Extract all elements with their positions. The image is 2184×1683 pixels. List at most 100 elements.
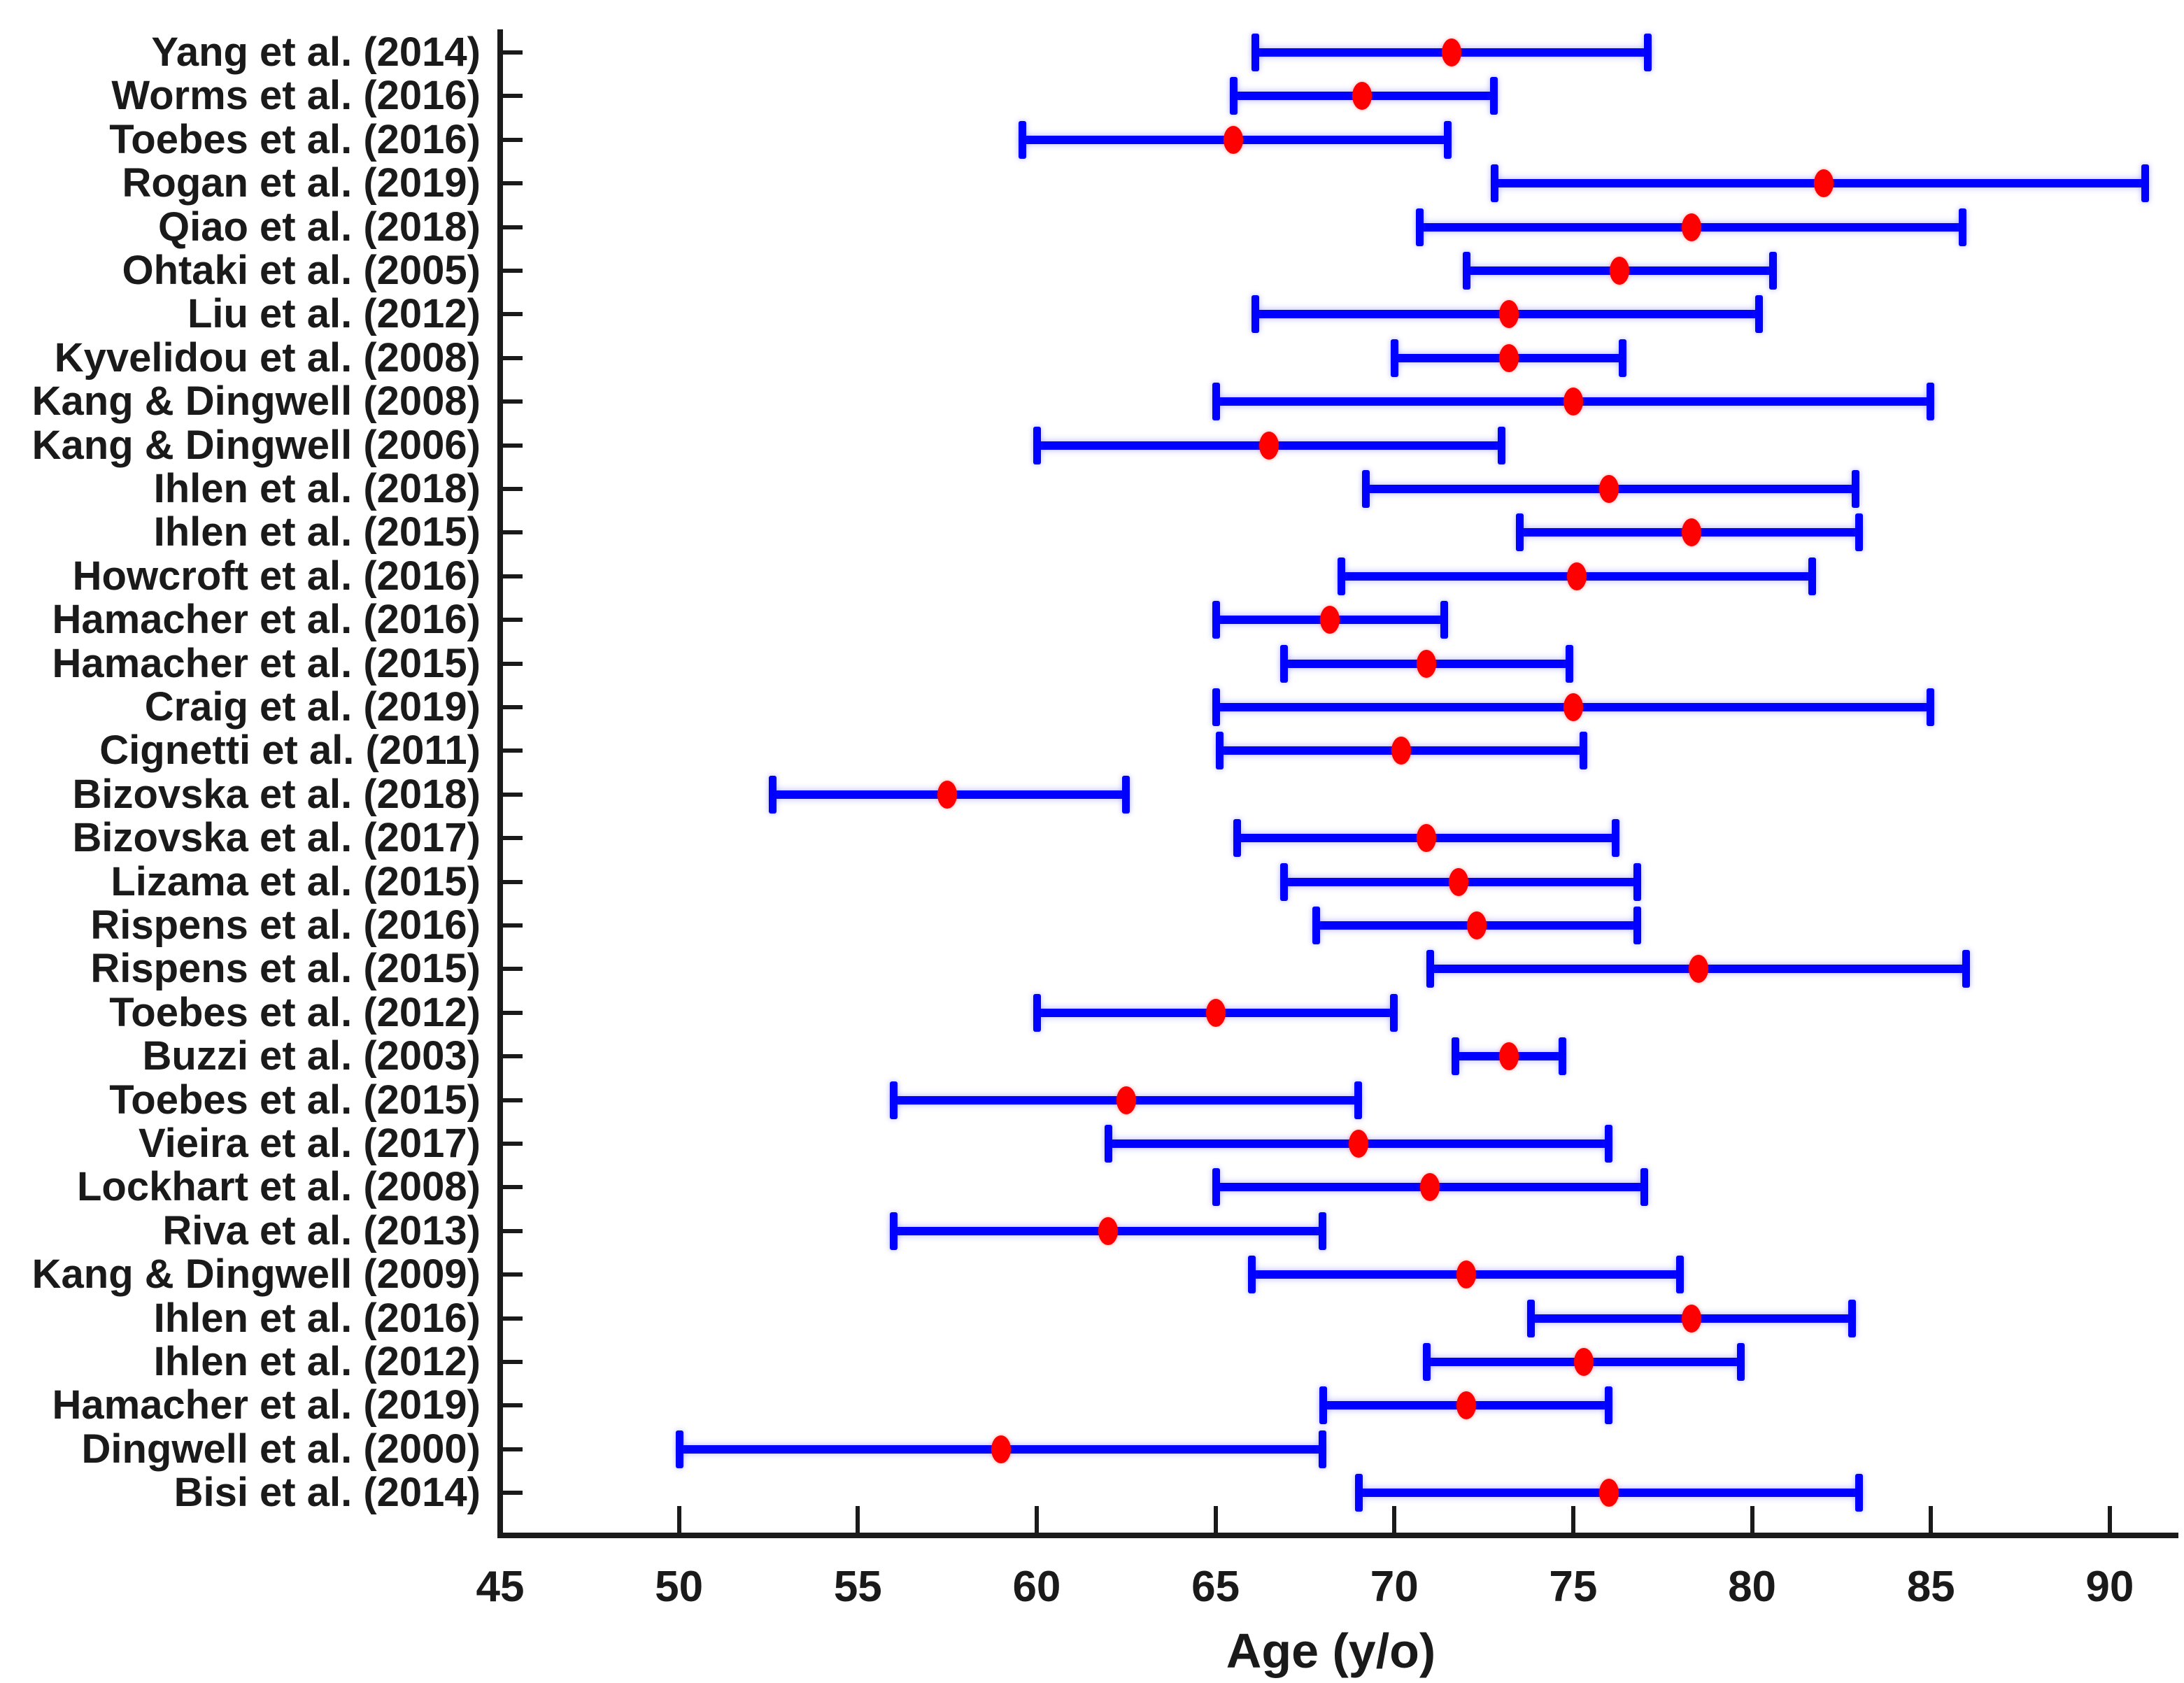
study-label: Hamacher et al. (2016)	[52, 597, 481, 643]
mean-marker	[1224, 125, 1244, 154]
error-bar-cap-right	[1612, 819, 1620, 858]
error-bar-cap-left	[1212, 1168, 1220, 1207]
x-tick	[1213, 1506, 1218, 1533]
error-bar-cap-right	[1644, 34, 1652, 71]
x-tick	[856, 1506, 860, 1533]
study-label: Cignetti et al. (2011)	[99, 727, 481, 774]
mean-marker	[1610, 257, 1630, 285]
error-bar-cap-right	[1605, 1386, 1613, 1425]
study-label: Worms et al. (2016)	[111, 73, 481, 119]
x-tick-label: 45	[476, 1563, 525, 1611]
error-bar-cap-left	[768, 775, 777, 814]
mean-marker	[1574, 1348, 1594, 1376]
mean-marker	[1466, 911, 1487, 939]
error-bar-cap-left	[1416, 208, 1424, 246]
x-tick-label: 90	[2085, 1563, 2134, 1611]
x-tick	[1570, 1506, 1575, 1533]
x-tick	[2107, 1506, 2112, 1533]
error-bar-cap-right	[1565, 644, 1573, 683]
x-tick	[498, 1506, 502, 1533]
error-bar-cap-left	[1230, 77, 1238, 115]
study-label: Dingwell et al. (2000)	[81, 1426, 481, 1472]
mean-marker	[1456, 1391, 1476, 1420]
study-label: Buzzi et al. (2003)	[142, 1033, 481, 1079]
y-tick	[503, 792, 523, 797]
study-label: Riva et al. (2013)	[162, 1207, 481, 1254]
x-tick	[1034, 1506, 1039, 1533]
study-label: Ohtaki et al. (2005)	[122, 248, 481, 293]
mean-marker	[937, 780, 958, 809]
error-bar-cap-right	[1390, 993, 1398, 1032]
study-label: Toebes et al. (2015)	[109, 1077, 481, 1123]
study-label: Bizovska et al. (2018)	[72, 771, 481, 817]
y-tick	[503, 1403, 523, 1408]
error-bar-cap-right	[1962, 950, 1971, 988]
error-bar-cap-left	[1212, 688, 1220, 726]
mean-marker	[1498, 343, 1519, 372]
study-label: Ihlen et al. (2018)	[153, 466, 481, 511]
error-bar-cap-right	[1808, 557, 1817, 595]
study-label: Howcroft et al. (2016)	[72, 553, 481, 599]
y-axis-line	[497, 29, 503, 1538]
error-bar-cap-left	[1212, 383, 1220, 421]
y-tick	[503, 879, 523, 884]
y-tick	[503, 94, 523, 99]
y-tick	[503, 487, 523, 491]
error-bar-cap-right	[1640, 1168, 1649, 1207]
y-tick	[503, 269, 523, 273]
error-bar-cap-right	[1855, 513, 1863, 552]
mean-marker	[1681, 518, 1701, 547]
error-bar-cap-left	[1019, 120, 1027, 159]
study-label: Lockhart et al. (2008)	[77, 1164, 481, 1210]
x-tick	[1750, 1506, 1754, 1533]
mean-marker	[1599, 475, 1619, 503]
error-bar-cap-left	[890, 1212, 898, 1250]
error-bar-cap-left	[1362, 470, 1370, 508]
error-bar-cap-left	[1215, 732, 1224, 770]
y-tick	[503, 836, 523, 841]
mean-marker	[1563, 388, 1583, 416]
mean-marker	[1349, 1130, 1369, 1158]
study-label: Craig et al. (2019)	[144, 684, 481, 730]
error-bar-cap-left	[1491, 164, 1499, 203]
y-tick	[503, 1054, 523, 1059]
study-label: Vieira et al. (2017)	[138, 1121, 481, 1166]
error-bar-cap-left	[1462, 252, 1470, 290]
y-tick	[503, 1272, 523, 1277]
error-bar-cap-right	[1605, 1125, 1613, 1163]
mean-marker	[1498, 300, 1519, 329]
study-label: Rogan et al. (2019)	[122, 160, 481, 206]
study-label: Hamacher et al. (2019)	[52, 1382, 481, 1428]
mean-marker	[1320, 606, 1340, 634]
study-label: Ihlen et al. (2016)	[153, 1295, 481, 1341]
study-label: Toebes et al. (2016)	[109, 116, 481, 162]
error-bar-cap-right	[1443, 120, 1452, 159]
study-label: Qiao et al. (2018)	[158, 204, 481, 250]
mean-marker	[1352, 82, 1373, 111]
y-tick	[503, 1185, 523, 1190]
error-bar-cap-left	[1233, 819, 1242, 858]
error-bar-cap-right	[1855, 1474, 1863, 1512]
x-tick-label: 50	[655, 1563, 704, 1611]
mean-marker	[1688, 955, 1708, 983]
study-label: Liu et al. (2012)	[187, 291, 481, 337]
y-tick	[503, 967, 523, 972]
error-bar-cap-left	[1423, 1343, 1431, 1381]
y-tick	[503, 923, 523, 928]
mean-marker	[1417, 824, 1437, 853]
mean-marker	[1417, 649, 1437, 678]
mean-marker	[1681, 213, 1701, 241]
x-tick-label: 70	[1370, 1563, 1419, 1611]
x-tick-label: 55	[833, 1563, 882, 1611]
study-label: Ihlen et al. (2015)	[153, 509, 481, 555]
error-bar-cap-right	[1318, 1212, 1326, 1250]
error-bar-cap-left	[1355, 1474, 1363, 1512]
mean-marker	[1205, 998, 1226, 1027]
error-bar-cap-right	[1848, 1299, 1856, 1337]
error-bar-cap-right	[1676, 1256, 1685, 1294]
error-bar-cap-right	[1737, 1343, 1745, 1381]
study-label: Bizovska et al. (2017)	[72, 815, 481, 861]
error-bar-cap-left	[1251, 34, 1259, 71]
mean-marker	[1098, 1216, 1119, 1245]
